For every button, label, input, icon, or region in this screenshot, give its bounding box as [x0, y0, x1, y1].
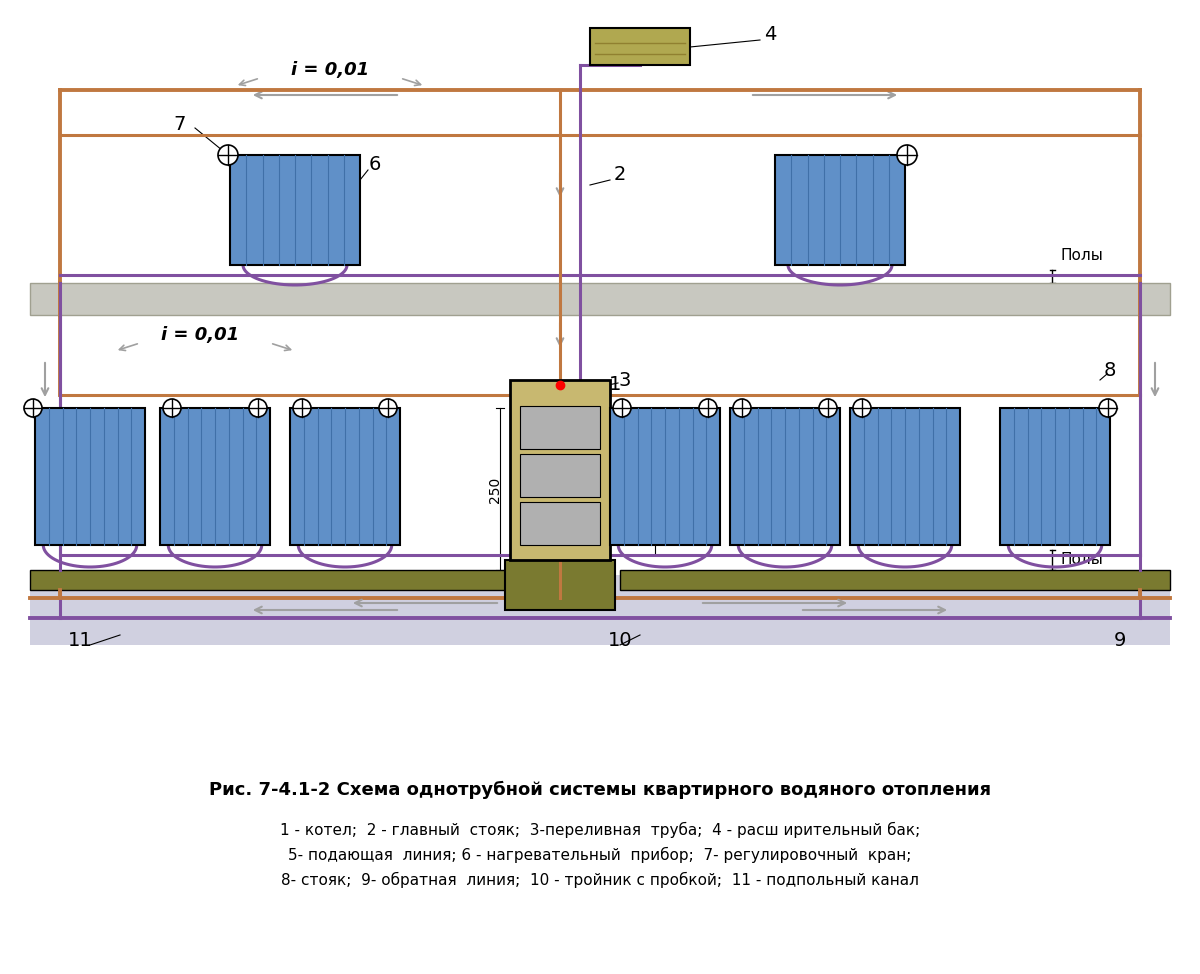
Circle shape — [898, 145, 917, 165]
Circle shape — [613, 399, 631, 417]
Bar — [620, 570, 1170, 590]
Text: 8: 8 — [1104, 360, 1116, 380]
Circle shape — [1099, 399, 1117, 417]
Bar — [590, 28, 690, 65]
Text: 1: 1 — [608, 376, 622, 394]
Circle shape — [379, 399, 397, 417]
Text: 1 - котел;  2 - главный  стояк;  3-переливная  труба;  4 - расш ирительный бак;: 1 - котел; 2 - главный стояк; 3-переливн… — [280, 822, 920, 838]
Text: 5- подающая  линия; 6 - нагревательный  прибор;  7- регулировочный  кран;: 5- подающая линия; 6 - нагревательный пр… — [288, 847, 912, 863]
Circle shape — [250, 399, 266, 417]
Bar — [850, 408, 960, 545]
Bar — [730, 408, 840, 545]
Text: 150: 150 — [643, 515, 658, 542]
Circle shape — [163, 399, 181, 417]
Circle shape — [24, 399, 42, 417]
Bar — [510, 380, 610, 560]
Text: Рис. 7-4.1-2 Схема однотрубной системы квартирного водяного отопления: Рис. 7-4.1-2 Схема однотрубной системы к… — [209, 781, 991, 799]
Bar — [35, 408, 145, 545]
Text: 11: 11 — [67, 630, 92, 650]
Circle shape — [698, 399, 718, 417]
Bar — [520, 406, 600, 449]
Text: 9: 9 — [1114, 630, 1126, 650]
Circle shape — [218, 145, 238, 165]
Text: 3: 3 — [619, 370, 631, 390]
Text: i = 0,01: i = 0,01 — [290, 61, 370, 79]
Text: 10: 10 — [607, 630, 632, 650]
Bar — [610, 408, 720, 545]
Circle shape — [733, 399, 751, 417]
Text: 8- стояк;  9- обратная  линия;  10 - тройник с пробкой;  11 - подпольный канал: 8- стояк; 9- обратная линия; 10 - тройни… — [281, 872, 919, 888]
Text: i = 0,01: i = 0,01 — [161, 326, 239, 344]
Bar — [30, 575, 1170, 645]
Circle shape — [818, 399, 838, 417]
Bar — [505, 560, 616, 610]
Text: 6: 6 — [368, 156, 382, 174]
Bar — [30, 283, 1170, 315]
Bar — [520, 503, 600, 545]
Bar — [290, 408, 400, 545]
Bar — [775, 155, 905, 265]
Bar — [30, 570, 510, 590]
Circle shape — [853, 399, 871, 417]
Bar — [520, 454, 600, 497]
Circle shape — [293, 399, 311, 417]
Bar — [160, 408, 270, 545]
Text: 4: 4 — [764, 25, 776, 45]
Bar — [230, 155, 360, 265]
Text: 2: 2 — [614, 166, 626, 184]
Text: Полы: Полы — [1060, 247, 1103, 263]
Text: Полы: Полы — [1060, 552, 1103, 568]
Text: 7: 7 — [174, 116, 186, 134]
Text: 250: 250 — [488, 477, 502, 504]
Bar — [1000, 408, 1110, 545]
